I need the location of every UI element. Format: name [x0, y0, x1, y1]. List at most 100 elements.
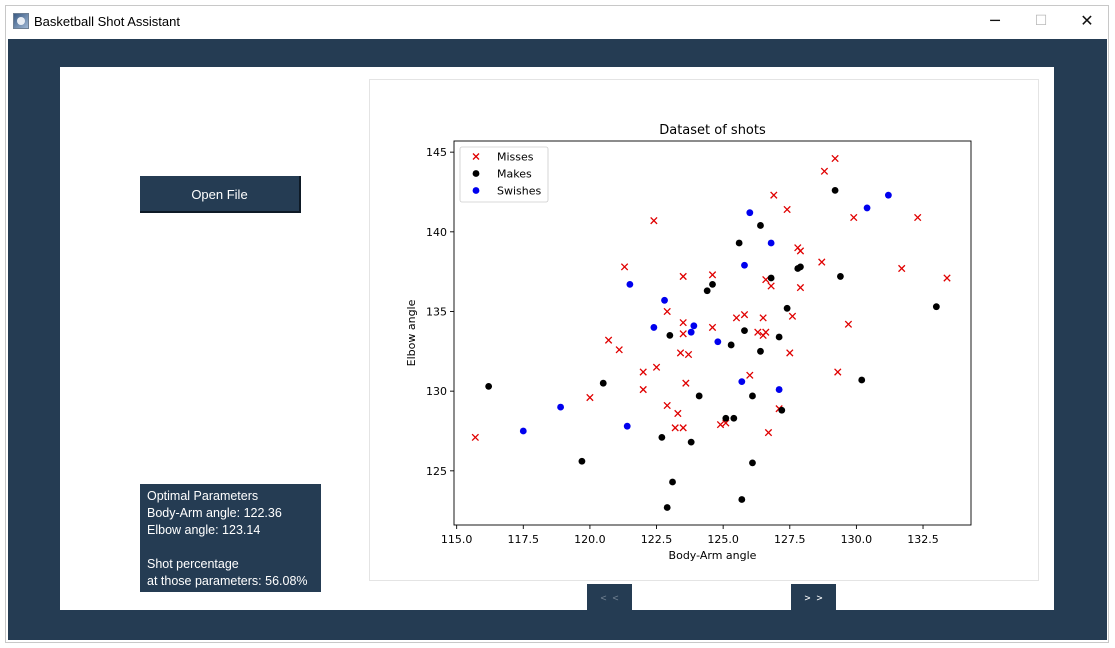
legend-label-swishes: Swishes — [497, 185, 542, 198]
misses-point — [788, 312, 797, 320]
title-bar: Basketball Shot Assistant ─ ☐ ✕ — [6, 6, 1108, 38]
misses-point — [732, 314, 741, 322]
misses-point — [679, 330, 687, 338]
chart-title: Dataset of shots — [659, 123, 766, 138]
plot-canvas: 115.0 117.5 120.0 122.5 125.0 127.5 130.0 132.5… — [369, 79, 1039, 581]
swishes-point — [650, 324, 658, 331]
legend-box — [459, 146, 549, 203]
window-title: Basketball Shot Assistant — [34, 14, 180, 29]
makes-point — [666, 331, 674, 339]
misses-point — [914, 213, 922, 222]
makes-point — [599, 379, 607, 387]
shot-percentage-value: at those parameters: 56.08% — [147, 574, 308, 588]
makes-point — [797, 263, 804, 271]
misses-point — [746, 371, 754, 379]
makes-point — [749, 392, 756, 400]
misses-point — [679, 424, 687, 432]
x-tick-label: 115.0 — [441, 533, 473, 546]
misses-point — [604, 336, 613, 344]
makes-point — [727, 341, 735, 349]
misses-point — [708, 323, 717, 332]
x-tick-label: 120.0 — [574, 533, 606, 546]
misses-point — [708, 271, 717, 279]
misses-point — [679, 318, 687, 327]
info-heading: Optimal Parameters — [147, 489, 259, 503]
misses-point — [820, 167, 829, 175]
misses-point — [620, 263, 629, 271]
swishes-point — [746, 209, 754, 217]
makes-point — [775, 333, 783, 341]
misses-point — [786, 349, 794, 357]
misses-point — [796, 247, 805, 255]
makes-point — [687, 438, 695, 446]
misses-point — [676, 349, 685, 357]
makes-point — [695, 392, 703, 400]
y-axis-label: Elbow angle — [405, 299, 418, 366]
misses-point — [770, 191, 778, 199]
x-tick-label: 125.0 — [707, 533, 739, 546]
y-tick-label: 130 — [426, 385, 447, 398]
makes-point — [741, 327, 748, 335]
makes-point — [837, 273, 844, 280]
misses-point — [716, 420, 725, 429]
swishes-point — [884, 191, 892, 199]
makes-point — [738, 496, 746, 503]
swishes-point — [626, 281, 634, 288]
maximize-icon[interactable]: ☐ — [1034, 13, 1048, 29]
makes-point — [658, 433, 666, 441]
legend-marker-swishes — [472, 187, 480, 194]
makes-point — [778, 406, 786, 414]
swishes-point — [519, 427, 527, 435]
x-tick-label: 127.5 — [774, 533, 806, 546]
misses-point — [652, 363, 661, 371]
open-file-button[interactable]: Open File — [140, 176, 301, 213]
swishes-point — [741, 261, 748, 269]
shot-percentage-label: Shot percentage — [147, 557, 239, 571]
close-icon[interactable]: ✕ — [1080, 11, 1094, 30]
plot-area-border — [453, 140, 972, 526]
misses-point — [943, 274, 951, 282]
swishes-point — [767, 239, 775, 247]
misses-point — [762, 328, 770, 336]
x-tick-label: 130.0 — [841, 533, 873, 546]
swishes-point — [557, 403, 564, 411]
legend-marker-makes — [472, 170, 480, 177]
previous-button[interactable]: < < — [587, 584, 632, 611]
makes-point — [767, 274, 775, 282]
swishes-point — [690, 322, 698, 330]
makes-point — [858, 376, 866, 384]
misses-point — [639, 385, 647, 394]
misses-point — [831, 154, 839, 163]
misses-point — [671, 424, 679, 432]
x-tick-label: 122.5 — [641, 533, 673, 546]
makes-point — [749, 459, 756, 467]
misses-point — [783, 205, 791, 214]
makes-point — [485, 382, 493, 390]
next-button[interactable]: > > — [791, 584, 836, 611]
y-tick-label: 125 — [426, 465, 447, 478]
legend-label-misses: Misses — [497, 151, 534, 164]
chart-legend: Misses Makes Swishes — [459, 146, 549, 203]
makes-point — [709, 281, 716, 288]
misses-point — [674, 409, 682, 418]
misses-point — [767, 282, 775, 290]
swishes-point — [661, 296, 668, 304]
minimize-icon[interactable]: ─ — [990, 11, 1000, 30]
legend-label-makes: Makes — [497, 168, 532, 181]
misses-point — [764, 428, 773, 437]
makes-point — [757, 222, 764, 229]
makes-point — [703, 287, 711, 295]
misses-point — [679, 272, 687, 281]
misses-point — [759, 314, 767, 322]
misses-point — [740, 311, 749, 319]
misses-point — [834, 368, 842, 376]
misses-point — [754, 328, 762, 336]
swishes-point — [863, 204, 871, 212]
makes-point — [757, 347, 764, 355]
makes-point — [831, 186, 839, 194]
x-tick-label: 117.5 — [508, 533, 540, 546]
makes-point — [669, 478, 676, 486]
misses-point — [639, 368, 647, 376]
info-spacer — [147, 539, 314, 556]
x-tick-label: 132.5 — [907, 533, 939, 546]
